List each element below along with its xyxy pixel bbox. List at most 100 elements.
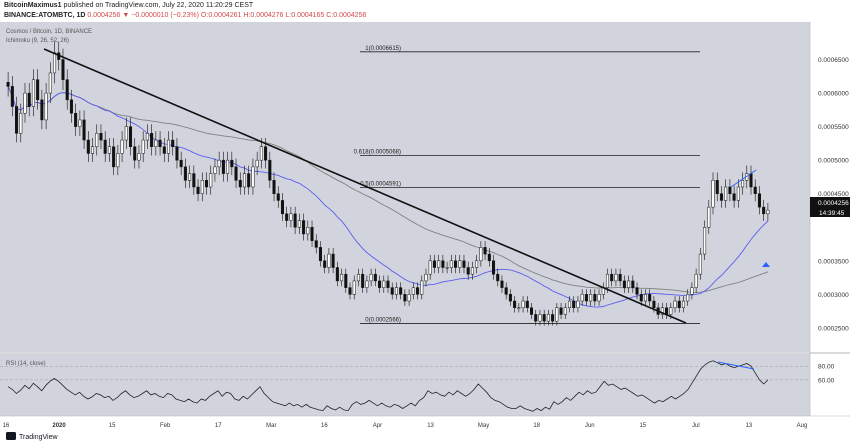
- candle-body: [618, 273, 622, 282]
- time-tick-label: 13: [427, 423, 434, 429]
- candle-body: [416, 287, 420, 295]
- candle-body: [259, 146, 263, 161]
- candle-body: [344, 273, 348, 288]
- candle-body: [40, 99, 44, 121]
- candle-body: [285, 213, 289, 221]
- candle-body: [411, 287, 415, 295]
- candle-body: [631, 280, 635, 288]
- candle-body: [711, 180, 715, 208]
- candle-body: [673, 300, 677, 308]
- candle-body: [314, 240, 318, 248]
- candle-body: [297, 220, 301, 228]
- candle-body: [188, 173, 192, 181]
- price-tick-label: 0.0002500: [818, 325, 849, 332]
- candle-body: [757, 193, 761, 208]
- candle-body: [762, 206, 766, 215]
- candle-body: [272, 180, 276, 194]
- candles: [6, 41, 770, 326]
- rsi-tick-label: 80.00: [818, 364, 835, 371]
- candle-body: [162, 146, 166, 154]
- candle-body: [504, 287, 508, 295]
- candle-body: [289, 213, 293, 221]
- tradingview-logo[interactable]: TradingView: [6, 432, 58, 441]
- candle-body: [546, 314, 550, 322]
- candle-body: [302, 220, 306, 235]
- price-axis[interactable]: [810, 22, 850, 416]
- candle-body: [53, 52, 57, 74]
- candle-body: [732, 193, 736, 201]
- candle-body: [327, 253, 331, 268]
- candle-body: [576, 300, 580, 308]
- candle-body: [356, 273, 360, 282]
- candle-body: [65, 79, 69, 101]
- rsi-series: 80.00 60.00: [0, 360, 835, 412]
- candle-body: [542, 314, 546, 322]
- candle-body: [95, 133, 99, 148]
- rsi-label: RSI (14, close): [6, 361, 46, 367]
- price-tick-label: 0.0005500: [818, 124, 849, 131]
- author-name[interactable]: BitcoinMaximus1: [4, 2, 62, 9]
- chart-svg[interactable]: Cosmos / Bitcoin, 1D, BINANCE Ichimoku (…: [0, 22, 850, 448]
- candle-body: [399, 287, 403, 295]
- candle-body: [91, 146, 95, 154]
- candle-body: [124, 126, 128, 141]
- candle-body: [340, 273, 344, 282]
- candle-body: [580, 294, 584, 302]
- candle-body: [500, 280, 504, 288]
- candle-body: [559, 307, 563, 315]
- candle-body: [129, 126, 133, 147]
- candle-body: [445, 267, 449, 269]
- time-tick-label: Feb: [160, 423, 171, 429]
- candle-body: [99, 133, 103, 141]
- candle-body: [78, 119, 82, 127]
- candle-body: [378, 280, 382, 288]
- candle-body: [665, 307, 669, 315]
- last-price-text: 0.0004256: [818, 200, 849, 207]
- candle-body: [141, 139, 145, 154]
- time-tick-label: 16: [3, 423, 10, 429]
- candle-body: [204, 180, 209, 188]
- candle-body: [234, 166, 238, 181]
- candle-body: [529, 307, 534, 315]
- candle-body: [154, 139, 158, 147]
- candle-body: [247, 173, 251, 188]
- candle-body: [496, 273, 500, 282]
- candle-body: [428, 260, 432, 275]
- candle-body: [449, 260, 453, 268]
- candle-body: [103, 139, 107, 154]
- candle-body: [567, 300, 572, 308]
- candle-body: [264, 146, 268, 161]
- candle-body: [707, 206, 711, 228]
- candle-body: [120, 139, 124, 154]
- candle-body: [365, 280, 369, 288]
- time-tick-label: 18: [533, 423, 540, 429]
- candle-body: [432, 260, 436, 268]
- candle-body: [158, 139, 162, 147]
- candle-body: [61, 59, 65, 80]
- candle-body: [348, 287, 352, 295]
- candle-body: [175, 146, 179, 161]
- candle-body: [610, 273, 614, 282]
- candle-body: [171, 139, 175, 147]
- candle-body: [466, 267, 470, 275]
- candle-body: [36, 79, 40, 101]
- candle-body: [196, 186, 200, 194]
- publish-header: BitcoinMaximus1 published on TradingView…: [2, 0, 848, 22]
- candle-body: [137, 153, 141, 161]
- candle-body: [407, 294, 411, 302]
- candle-body: [483, 247, 487, 255]
- rsi-tick-label: 60.00: [818, 377, 835, 384]
- publish-info: published on TradingView.com, July 22, 2…: [63, 2, 254, 9]
- time-tick-label: Jun: [585, 423, 595, 429]
- candle-body: [280, 200, 284, 215]
- candle-body: [605, 273, 610, 288]
- chart-title: Cosmos / Bitcoin, 1D, BINANCE: [6, 29, 92, 35]
- candle-body: [74, 112, 78, 127]
- indicator-label: Ichimoku (9, 26, 52, 26): [6, 38, 69, 44]
- price-ticks: 0.0006500 0.0006000 0.0005500 0.0005000 0.00…: [818, 57, 849, 332]
- divergence-line-price: [730, 169, 757, 188]
- price-tick-label: 0.0003500: [818, 258, 849, 265]
- candle-body: [48, 72, 52, 94]
- candle-body: [715, 180, 719, 194]
